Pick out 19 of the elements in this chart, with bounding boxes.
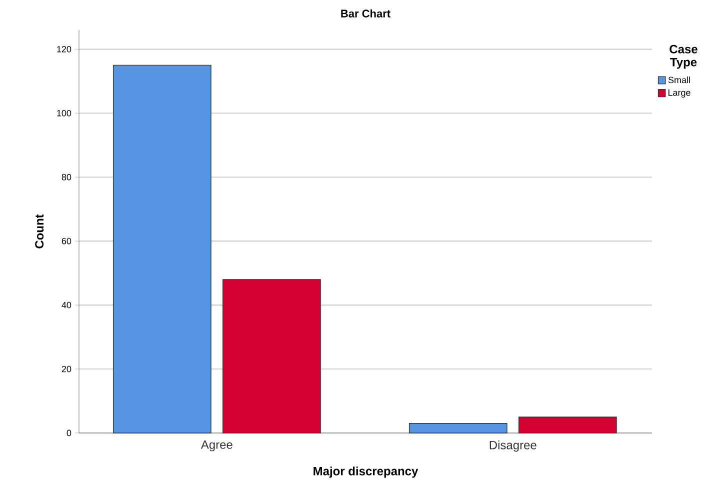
y-tick-label: 60 bbox=[62, 238, 72, 244]
y-tick-label: 20 bbox=[62, 366, 72, 372]
y-axis-title: Count bbox=[35, 214, 44, 248]
bar bbox=[408, 423, 508, 434]
legend-title: Case Type bbox=[670, 44, 698, 69]
bar bbox=[518, 416, 617, 434]
legend-label: Large bbox=[668, 90, 690, 98]
legend-label: Small bbox=[668, 76, 690, 84]
chart-title: Bar Chart bbox=[341, 9, 390, 18]
y-tick-label: 40 bbox=[62, 302, 72, 308]
x-tick-label: Disagree bbox=[490, 440, 536, 452]
x-tick-label: Agree bbox=[200, 440, 232, 452]
x-axis-title: Major discrepancy bbox=[314, 466, 418, 478]
bar bbox=[112, 64, 212, 434]
y-tick-label: 100 bbox=[57, 110, 72, 116]
y-tick-label: 120 bbox=[57, 46, 72, 52]
y-tick-label: 0 bbox=[66, 430, 72, 436]
y-tick-label: 80 bbox=[62, 174, 72, 180]
bar bbox=[222, 279, 321, 434]
